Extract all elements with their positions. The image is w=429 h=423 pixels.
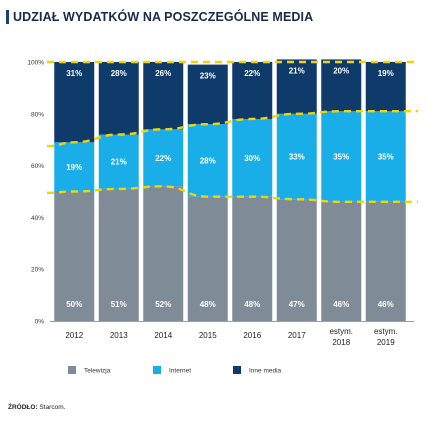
source-text: Starcom.: [39, 404, 66, 411]
bar-telewizja: [232, 196, 273, 321]
data-label: 28%: [200, 156, 216, 165]
source-note: ŹRÓDŁO: Starcom.: [8, 404, 65, 411]
bar-internet: [232, 118, 273, 197]
title-accent-bar: [6, 10, 9, 24]
bar-internet: [365, 111, 406, 202]
bar-inne-media: [98, 62, 139, 135]
bar-telewizja: [54, 191, 95, 321]
bar-internet: [54, 142, 95, 192]
data-label: 50%: [66, 300, 82, 309]
data-label: 33%: [289, 153, 305, 162]
data-label: 35%: [333, 153, 349, 162]
y-tick-label: 60%: [31, 163, 44, 170]
bar-internet: [187, 124, 228, 197]
y-tick-label: 40%: [31, 215, 44, 222]
x-tick-label: 2013: [110, 331, 128, 340]
legend-swatch: [68, 366, 76, 374]
bar-inne-media: [232, 62, 273, 119]
data-label: 19%: [66, 163, 82, 172]
data-label: 48%: [244, 300, 260, 309]
data-label: 22%: [244, 69, 260, 78]
data-label: 26%: [155, 69, 171, 78]
bar-telewizja: [187, 196, 228, 321]
trend-line-telewizja: [46, 185, 418, 204]
data-label: 51%: [111, 300, 127, 309]
x-tick-label: 2012: [65, 331, 83, 340]
y-tick-label: 80%: [31, 111, 44, 118]
trend-line-internet: [46, 110, 418, 148]
legend-label: Telewizja: [84, 368, 111, 375]
data-label: 23%: [200, 72, 216, 81]
x-tick-label: 2017: [288, 331, 306, 340]
bar-telewizja: [365, 201, 406, 321]
bar-inne-media: [321, 59, 362, 112]
data-label: 31%: [66, 69, 82, 78]
data-label: 48%: [200, 300, 216, 309]
legend-label: Inne media: [249, 368, 282, 375]
legend-swatch: [233, 366, 241, 374]
bar-inne-media: [54, 62, 95, 143]
bar-telewizja: [276, 199, 317, 321]
y-tick-label: 100%: [27, 60, 44, 67]
bar-telewizja: [98, 188, 139, 321]
x-tick-label: 2019: [377, 338, 395, 347]
bar-internet: [143, 129, 184, 187]
data-label: 46%: [378, 300, 394, 309]
data-label: 52%: [155, 300, 171, 309]
x-tick-label: estym.: [329, 327, 353, 336]
data-label: 28%: [111, 69, 127, 78]
legend-swatch: [153, 366, 161, 374]
data-label: 19%: [378, 69, 394, 78]
legend-label: Internet: [169, 368, 191, 375]
bar-telewizja: [143, 186, 184, 321]
bar-inne-media: [187, 64, 228, 125]
x-tick-label: 2014: [154, 331, 172, 340]
data-label: 35%: [378, 153, 394, 162]
data-label: 46%: [333, 300, 349, 309]
bar-inne-media: [143, 62, 184, 130]
bar-internet: [98, 134, 139, 189]
chart-title: UDZIAŁ WYDATKÓW NA POSZCZEGÓLNE MEDIA: [13, 10, 314, 24]
x-tick-label: 2018: [332, 338, 350, 347]
bar-internet: [321, 111, 362, 202]
bar-inne-media: [276, 59, 317, 114]
y-tick-label: 0%: [35, 319, 45, 326]
bar-inne-media: [365, 62, 406, 112]
data-label: 30%: [244, 154, 260, 163]
y-tick-label: 20%: [31, 267, 44, 274]
data-label: 22%: [155, 154, 171, 163]
x-tick-label: 2016: [243, 331, 261, 340]
x-tick-label: estym.: [374, 327, 398, 336]
bar-telewizja: [321, 201, 362, 321]
data-label: 20%: [333, 66, 349, 75]
data-label: 47%: [289, 300, 305, 309]
chart-title-block: UDZIAŁ WYDATKÓW NA POSZCZEGÓLNE MEDIA: [6, 8, 313, 26]
data-label: 21%: [111, 158, 127, 167]
stacked-bar-chart: 0% 20% 40% 60% 80% 100% 50% 19% 31% 2012 51% 21% 28%…: [27, 59, 418, 375]
data-label: 21%: [289, 66, 305, 75]
bar-internet: [276, 113, 317, 200]
source-label: ŹRÓDŁO:: [8, 404, 38, 411]
x-tick-label: 2015: [199, 331, 217, 340]
